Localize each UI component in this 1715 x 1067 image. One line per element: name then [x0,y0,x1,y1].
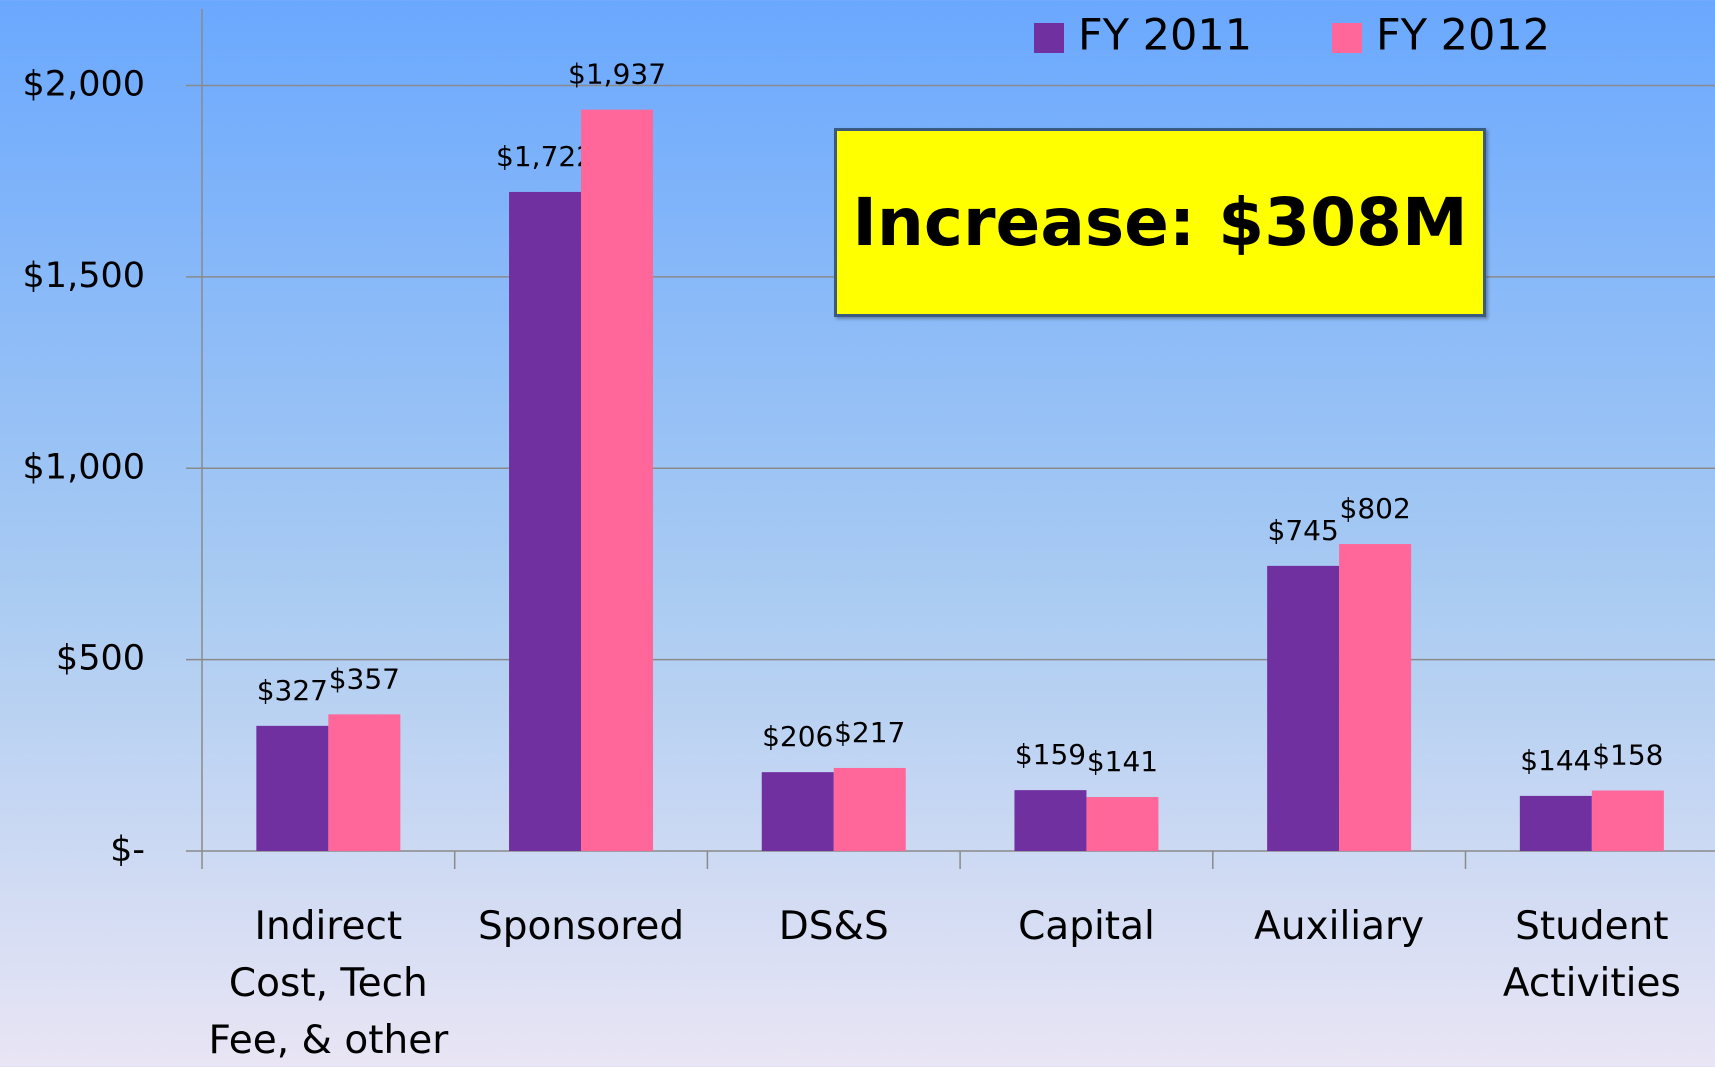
bar [1591,790,1664,851]
value-label: $327 [257,674,328,707]
bar [1086,797,1159,851]
value-label: $357 [329,662,400,695]
x-tick-label: Student Activities [1502,904,1681,1006]
bar [1339,544,1412,851]
value-label: $144 [1520,744,1591,777]
bar [581,109,654,851]
legend-swatch [1332,23,1362,53]
value-label: $158 [1592,739,1663,772]
bar [328,714,401,851]
value-label: $206 [762,720,833,753]
x-tick-label: Capital [1018,904,1155,949]
legend-label: FY 2012 [1376,11,1550,61]
value-label: $1,722 [496,140,594,173]
x-tick-label: Auxiliary [1254,904,1425,949]
y-tick-label: $1,000 [23,447,145,487]
bar [1267,565,1340,851]
y-tick-label: $500 [56,639,145,679]
value-label: $802 [1340,492,1411,525]
x-tick-label: DS&S [778,904,889,949]
annotation: Increase: $308M [834,128,1486,317]
bar [1014,790,1087,851]
value-label: $745 [1268,514,1339,547]
y-tick-label: $- [110,830,145,870]
legend-label: FY 2011 [1078,11,1252,61]
bar [1519,795,1592,851]
value-label: $217 [834,716,905,749]
y-tick-label: $1,500 [23,256,145,296]
bar [833,767,906,851]
legend-swatch [1034,23,1064,53]
y-tick-label: $2,000 [23,65,145,105]
bar [761,772,834,851]
value-label: $1,937 [568,58,666,91]
bar [509,191,582,852]
value-label: $141 [1087,745,1158,778]
x-tick-label: Indirect Cost, Tech Fee, & other [208,904,449,1063]
value-label: $159 [1015,738,1086,771]
bar [256,725,329,851]
x-tick-label: Sponsored [477,904,685,949]
